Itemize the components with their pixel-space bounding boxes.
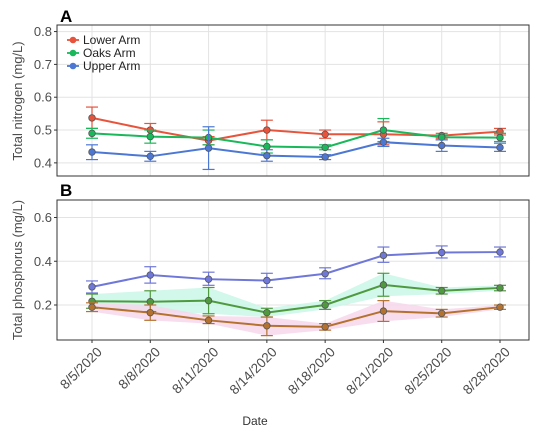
panel-a-data-point xyxy=(496,143,504,152)
panel-a-data-point xyxy=(88,129,96,138)
panel-a-label: A xyxy=(60,7,72,26)
panel-a-data-point xyxy=(379,138,388,146)
panel-b-data-point xyxy=(379,281,388,289)
panel-a-data-point xyxy=(321,153,329,161)
panel-a-y-tick-label: 0.7 xyxy=(34,57,52,72)
panel-b-band-series-3 xyxy=(92,300,500,336)
panel-b-series-series-1 xyxy=(86,245,506,294)
panel-a-data-point xyxy=(263,151,271,160)
legend-item-upper-arm: Upper Arm xyxy=(67,59,140,73)
panel-b-data-point xyxy=(204,296,213,305)
panel-a-data-point xyxy=(263,142,271,151)
panel-a-y-tick-label: 0.4 xyxy=(34,155,52,170)
x-tick-label: 8/5/2020 xyxy=(57,344,105,392)
panel-a-data-point xyxy=(146,132,154,141)
panel-a-data-point xyxy=(379,126,388,134)
legend-marker-oaks-arm xyxy=(69,49,77,57)
panel-a-data-point xyxy=(88,148,96,156)
panel-b-y-tick-label: 0.6 xyxy=(34,210,52,225)
panel-b-data-point xyxy=(321,323,329,331)
panel-a-data-point xyxy=(88,114,96,122)
x-axis-title: Date xyxy=(242,414,268,428)
panel-a-data-point xyxy=(496,133,504,142)
x-tick-label: 8/28/2020 xyxy=(460,344,513,397)
panel-b-data-point xyxy=(88,283,96,291)
panel-b-data-point xyxy=(204,316,213,325)
panel-a-data-point xyxy=(146,152,154,161)
panel-b-line-series-2 xyxy=(91,283,501,314)
panel-a: A Total nitrogen (mg/L) 0.40.50.60.70.8 … xyxy=(10,7,530,177)
panel-a-y-axis-title: Total nitrogen (mg/L) xyxy=(10,41,25,160)
panel-b-line-series-1 xyxy=(91,251,501,288)
panel-b-line-series-3 xyxy=(91,306,501,328)
panel-a-y-tick-label: 0.8 xyxy=(34,24,52,39)
legend-marker-upper-arm xyxy=(69,62,77,70)
panel-b-label: B xyxy=(60,181,72,200)
panel-b-data-point xyxy=(263,322,271,330)
panel-b-data-point xyxy=(146,298,154,306)
x-tick-label: 8/25/2020 xyxy=(402,344,455,397)
panel-b-data-point xyxy=(321,301,329,309)
x-tick-label: 8/11/2020 xyxy=(169,344,221,396)
panel-a-data-point xyxy=(263,126,271,134)
panel-a-line-upper-arm xyxy=(91,141,501,158)
panel-a-frame xyxy=(56,24,530,177)
panel-b-data-point xyxy=(438,248,446,257)
panel-b-data-point xyxy=(263,308,271,317)
panel-a-legend: Lower Arm Oaks Arm Upper Arm xyxy=(67,33,140,73)
panel-b-data-point xyxy=(321,270,329,278)
panel-a-data-point xyxy=(321,130,329,139)
panel-b-band-series-2 xyxy=(92,273,500,318)
panel-b-data-point xyxy=(496,248,504,256)
panel-a-y-tick-label: 0.5 xyxy=(34,123,52,138)
panel-b-data-point xyxy=(146,271,154,279)
panel-a-data-point xyxy=(321,143,329,152)
legend-item-oaks-arm: Oaks Arm xyxy=(67,46,136,60)
panel-b-data-point xyxy=(263,276,271,285)
legend-item-lower-arm: Lower Arm xyxy=(67,33,140,47)
panel-b-data-point xyxy=(379,307,388,315)
panel-b-frame xyxy=(56,199,530,341)
panel-a-data-point xyxy=(438,141,446,150)
panel-a-y-tick-label: 0.6 xyxy=(34,90,52,105)
legend-label-oaks-arm: Oaks Arm xyxy=(83,46,136,60)
x-tick-label: 8/14/2020 xyxy=(227,344,280,397)
legend-label-upper-arm: Upper Arm xyxy=(83,59,140,73)
panel-b: B Total phosphorus (mg/L) 0.2 0.4 0.6 8/5/… xyxy=(10,181,530,397)
legend-marker-lower-arm xyxy=(69,36,77,44)
panel-b-data-point xyxy=(146,308,154,317)
panel-b-y-tick-label: 0.4 xyxy=(34,254,52,269)
x-tick-label: 8/21/2020 xyxy=(343,344,396,397)
x-tick-label: 8/8/2020 xyxy=(115,344,163,392)
panel-a-line-oaks-arm xyxy=(91,129,501,149)
panel-b-series-series-3 xyxy=(86,300,506,337)
panel-b-y-axis-title: Total phosphorus (mg/L) xyxy=(10,200,25,340)
panel-b-data-point xyxy=(438,287,446,295)
panel-b-data-point xyxy=(204,275,213,283)
panel-a-series-upper-arm xyxy=(86,126,506,171)
panel-b-data-point xyxy=(379,251,388,260)
panel-b-data-point xyxy=(496,284,504,292)
panel-a-data-point xyxy=(204,144,213,152)
x-tick-label: 8/18/2020 xyxy=(285,344,338,397)
panel-b-data-point xyxy=(438,309,446,318)
panel-b-data-point xyxy=(496,303,504,311)
panel-b-data-point xyxy=(88,303,96,311)
panel-b-y-tick-label: 0.2 xyxy=(34,298,52,313)
legend-label-lower-arm: Lower Arm xyxy=(83,33,140,47)
panel-b-series-series-2 xyxy=(86,272,506,318)
